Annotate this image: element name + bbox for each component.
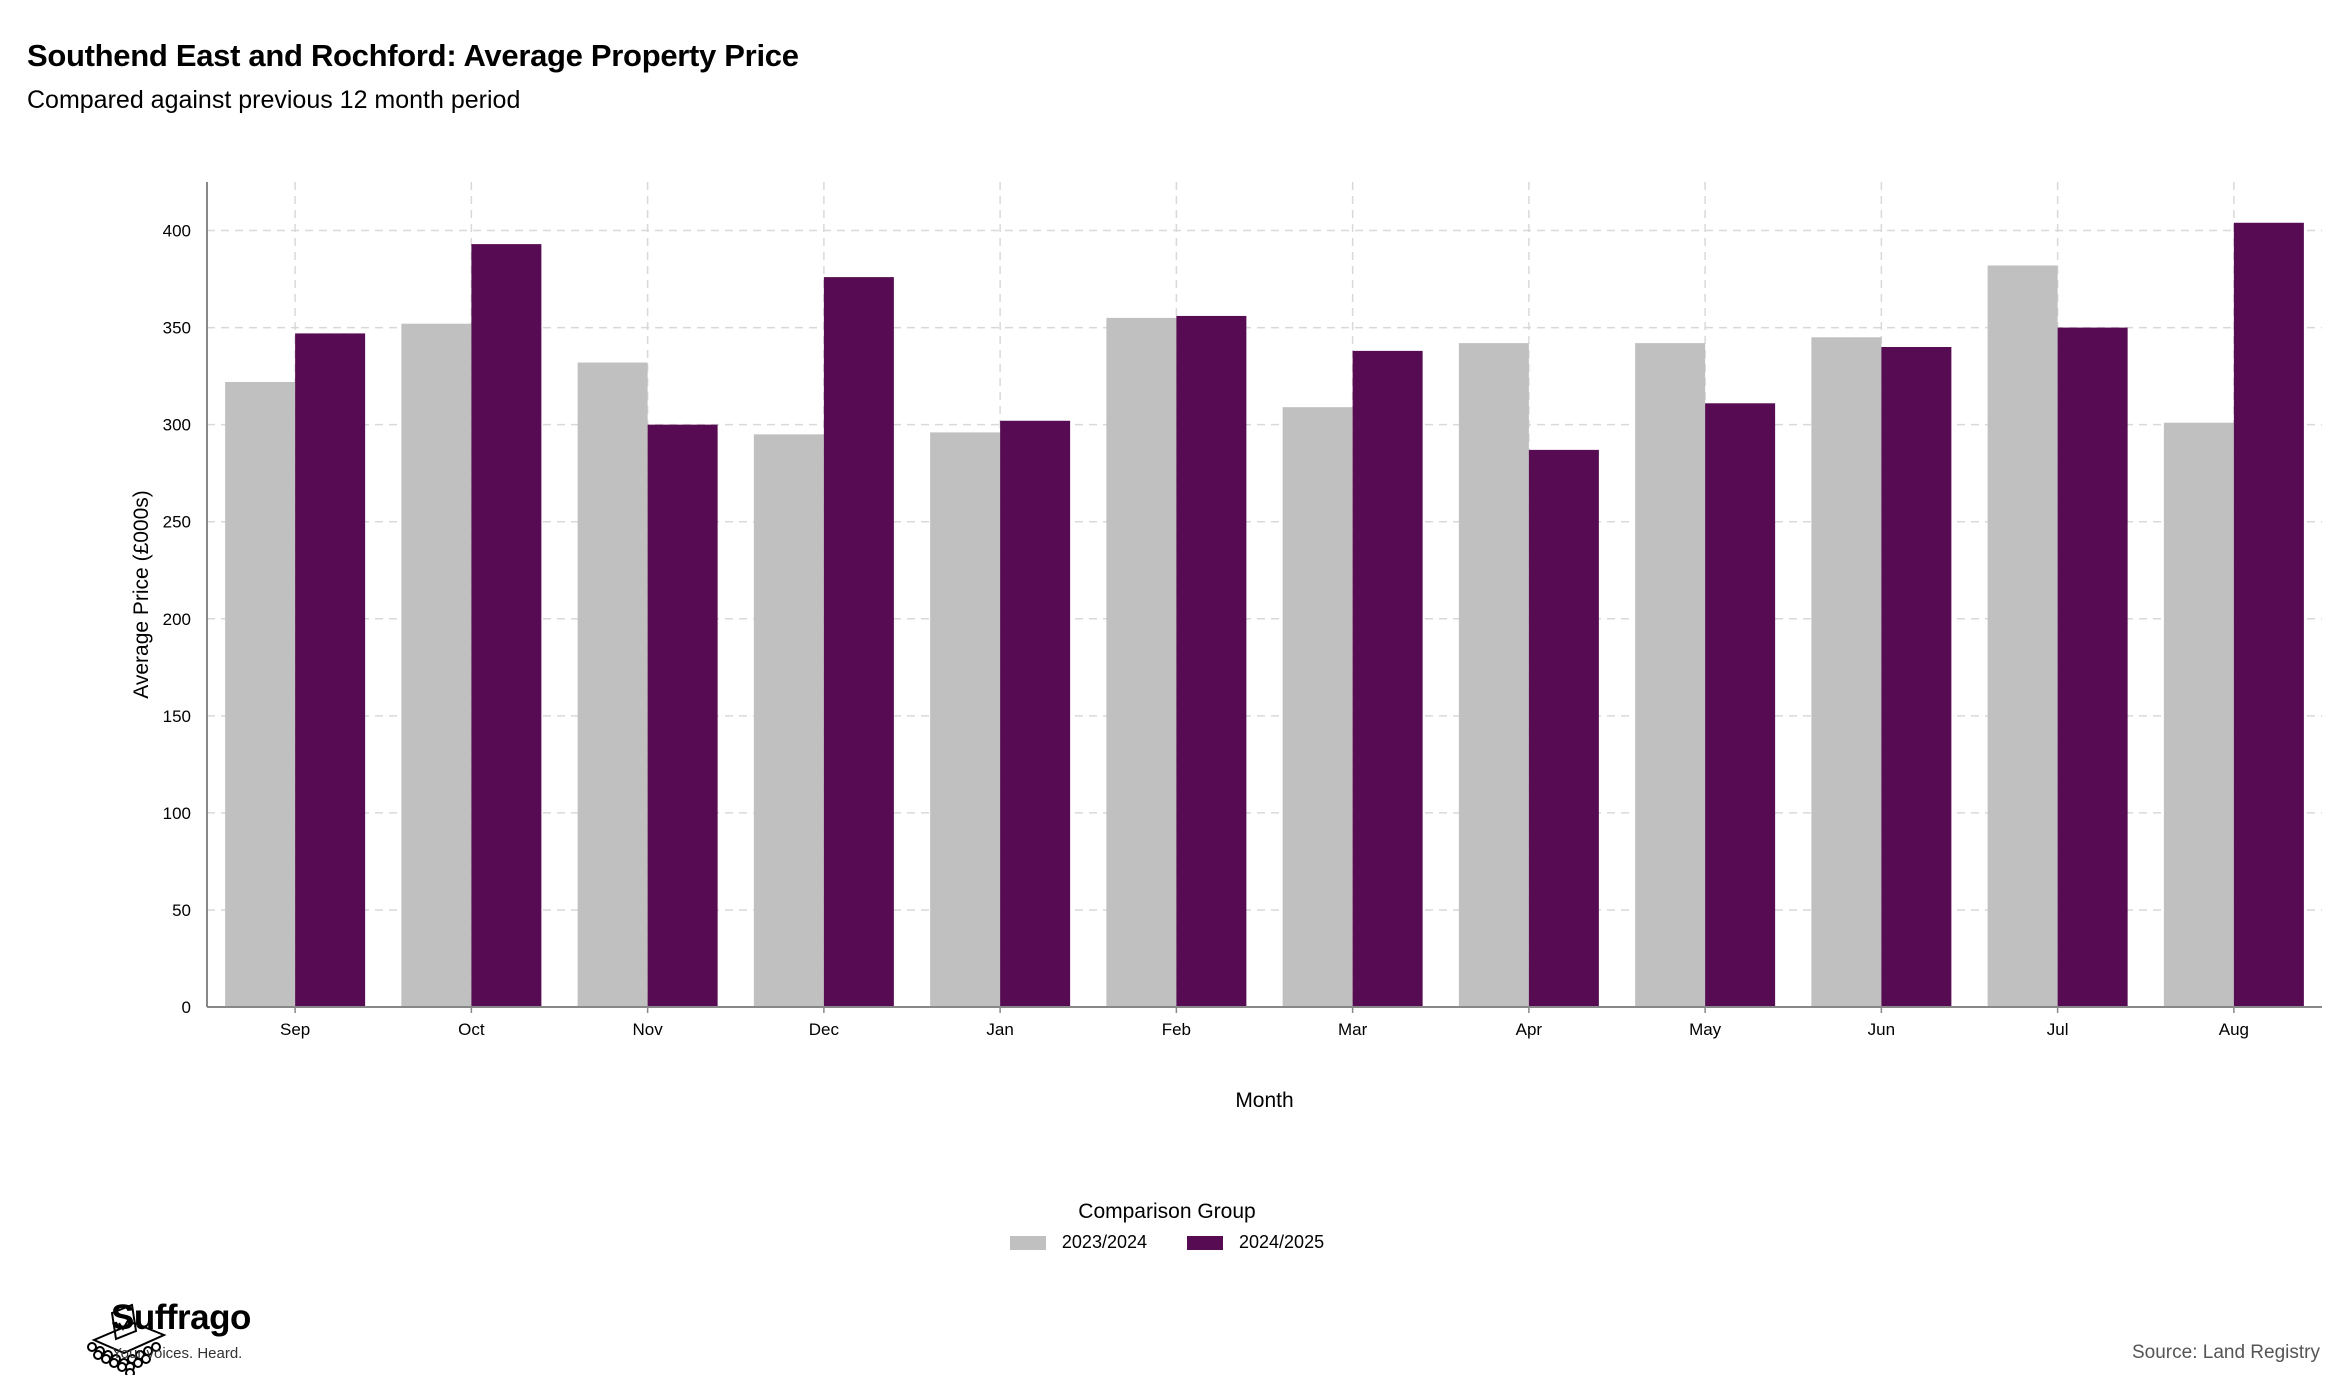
ballot-box-logo-icon xyxy=(87,1303,167,1375)
x-tick-label: Jun xyxy=(1868,1020,1895,1039)
x-tick-label: Jan xyxy=(986,1020,1013,1039)
x-tick-label: Aug xyxy=(2219,1020,2249,1039)
legend-swatch-series-2 xyxy=(1187,1235,1223,1250)
y-tick-label: 150 xyxy=(163,707,191,726)
chart-title: Southend East and Rochford: Average Prop… xyxy=(27,38,799,73)
bar-series-1-mar xyxy=(1282,407,1353,1007)
chart-subtitle: Compared against previous 12 month perio… xyxy=(27,86,521,114)
legend: 2023/2024 2024/2025 xyxy=(0,1232,2334,1253)
bar-series-2-aug xyxy=(2233,222,2304,1007)
legend-label-series-2: 2024/2025 xyxy=(1239,1232,1325,1252)
brand-name: Suffrago xyxy=(111,1298,251,1337)
y-axis-title: Average Price (£000s) xyxy=(130,490,153,699)
bar-series-2-jan xyxy=(1000,420,1071,1007)
bar-chart: 0 50 100 150 200 250 300 350 400 Sep Oct Nov Dec Jan F… xyxy=(130,182,2322,1112)
y-tick-label: 100 xyxy=(163,804,191,823)
bar-series-1-jul xyxy=(1987,265,2058,1007)
bar-series-2-nov xyxy=(647,424,718,1007)
source-note: Source: Land Registry xyxy=(2132,1342,2320,1363)
bar-series-1-jun xyxy=(1811,337,1882,1007)
x-tick-label: Mar xyxy=(1338,1020,1368,1039)
x-tick-label: Feb xyxy=(1162,1020,1191,1039)
bar-series-2-feb xyxy=(1176,315,1247,1007)
y-tick-label: 300 xyxy=(163,416,191,435)
bar-series-2-oct xyxy=(471,244,542,1007)
bar-series-2-mar xyxy=(1352,350,1423,1008)
x-tick-label: Nov xyxy=(633,1020,664,1039)
bar-series-2-may xyxy=(1705,403,1776,1007)
legend-item-series-1: 2023/2024 xyxy=(1009,1232,1147,1253)
legend-title: Comparison Group xyxy=(1078,1200,1256,1223)
brand-tagline: Your voices. Heard. xyxy=(112,1345,243,1362)
legend-label-series-1: 2023/2024 xyxy=(1061,1232,1147,1252)
bar-series-1-may xyxy=(1635,343,1706,1007)
y-tick-label: 200 xyxy=(163,610,191,629)
y-tick-label: 400 xyxy=(163,222,191,241)
x-tick-label: May xyxy=(1689,1020,1722,1039)
x-axis-title: Month xyxy=(1235,1089,1293,1112)
bar-series-1-apr xyxy=(1458,343,1529,1007)
bar-series-2-jul xyxy=(2057,327,2128,1007)
y-tick-label: 0 xyxy=(182,998,191,1017)
bar-series-1-nov xyxy=(577,362,648,1007)
x-tick-label: Dec xyxy=(809,1020,840,1039)
x-tick-label: Oct xyxy=(458,1020,485,1039)
bar-series-2-sep xyxy=(295,333,366,1008)
y-tick-label: 250 xyxy=(163,513,191,532)
bar-series-1-sep xyxy=(225,381,296,1007)
y-tick-label: 350 xyxy=(163,319,191,338)
x-tick-label: Jul xyxy=(2047,1020,2069,1039)
legend-swatch-series-1 xyxy=(1009,1235,1046,1250)
bar-series-1-feb xyxy=(1106,317,1177,1008)
x-tick-label: Apr xyxy=(1516,1020,1543,1039)
bar-series-1-oct xyxy=(401,323,472,1007)
bar-series-2-jun xyxy=(1881,347,1952,1007)
bar-series-1-dec xyxy=(753,434,824,1008)
bar-series-2-apr xyxy=(1528,449,1599,1008)
bar-series-2-dec xyxy=(823,277,894,1007)
y-tick-label: 50 xyxy=(172,901,191,920)
bar-series-1-jan xyxy=(930,432,1001,1008)
x-tick-label: Sep xyxy=(280,1020,310,1039)
bar-series-1-aug xyxy=(2163,422,2234,1007)
legend-item-series-2: 2024/2025 xyxy=(1187,1232,1324,1253)
